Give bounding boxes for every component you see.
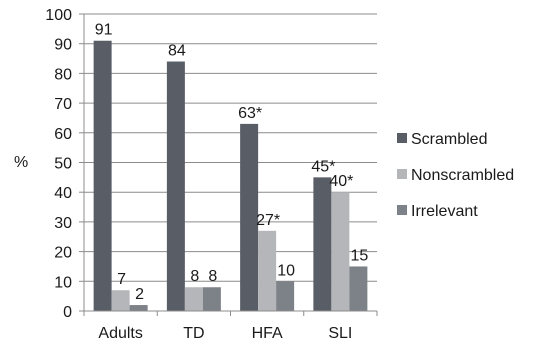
data-label: 10	[277, 262, 295, 279]
data-label: 2	[135, 286, 144, 303]
bar-irrelevant	[276, 281, 295, 311]
y-tick-label: 80	[54, 66, 72, 83]
bar-irrelevant	[129, 305, 148, 311]
y-tick-labels: 0 10 20 30 40 50 60 70 80 90 100	[45, 7, 72, 321]
y-tick-label: 0	[63, 304, 72, 321]
y-tick-label: 40	[54, 185, 72, 202]
y-tick-label: 100	[45, 7, 72, 24]
bar-nonscrambled	[258, 230, 277, 311]
data-label: 84	[168, 43, 186, 60]
bar-scrambled	[240, 123, 259, 311]
x-tick-label: HFA	[252, 325, 283, 342]
y-tick-label: 10	[54, 274, 72, 291]
bar-nonscrambled	[111, 290, 130, 311]
legend-label: Nonscrambled	[411, 167, 514, 184]
y-tick-label: 60	[54, 126, 72, 143]
data-label: 8	[190, 268, 199, 285]
bar-scrambled	[93, 40, 112, 311]
legend-label: Irrelevant	[411, 203, 478, 220]
data-label: 15	[350, 247, 368, 264]
y-axis-label: %	[14, 154, 28, 171]
legend: Scrambled Nonscrambled Irrelevant	[397, 131, 514, 220]
data-labels: 91 72 84 8 8 63* 27* 10 45*40* 15	[95, 22, 369, 303]
data-label: 45*	[311, 158, 335, 175]
data-label: 63*	[238, 105, 262, 122]
data-label: 91	[95, 22, 113, 39]
y-tick-label: 50	[54, 156, 72, 173]
gridlines	[79, 13, 377, 312]
bar-nonscrambled	[184, 287, 203, 311]
bars	[83, 40, 378, 316]
data-label: 8	[208, 268, 217, 285]
legend-swatch	[397, 169, 407, 179]
x-tick-label: Adults	[98, 325, 142, 342]
bar-nonscrambled	[331, 192, 350, 311]
y-tick-label: 90	[54, 37, 72, 54]
y-tick-label: 20	[54, 245, 72, 262]
data-label: 40*	[329, 173, 353, 190]
bar-irrelevant	[349, 266, 368, 311]
y-tick-label: 70	[54, 96, 72, 113]
axes	[83, 14, 377, 312]
x-tick-label: TD	[183, 325, 204, 342]
bar-irrelevant	[202, 287, 221, 311]
data-label: 7	[117, 271, 126, 288]
data-label: 27*	[256, 212, 280, 229]
x-tick-label: SLI	[328, 325, 352, 342]
legend-swatch	[397, 133, 407, 143]
bar-scrambled	[313, 177, 332, 311]
x-tick-labels: Adults TD HFA SLI	[98, 325, 352, 342]
legend-swatch	[397, 205, 407, 215]
bar-scrambled	[166, 61, 185, 311]
legend-label: Scrambled	[411, 131, 487, 148]
y-tick-label: 30	[54, 215, 72, 232]
